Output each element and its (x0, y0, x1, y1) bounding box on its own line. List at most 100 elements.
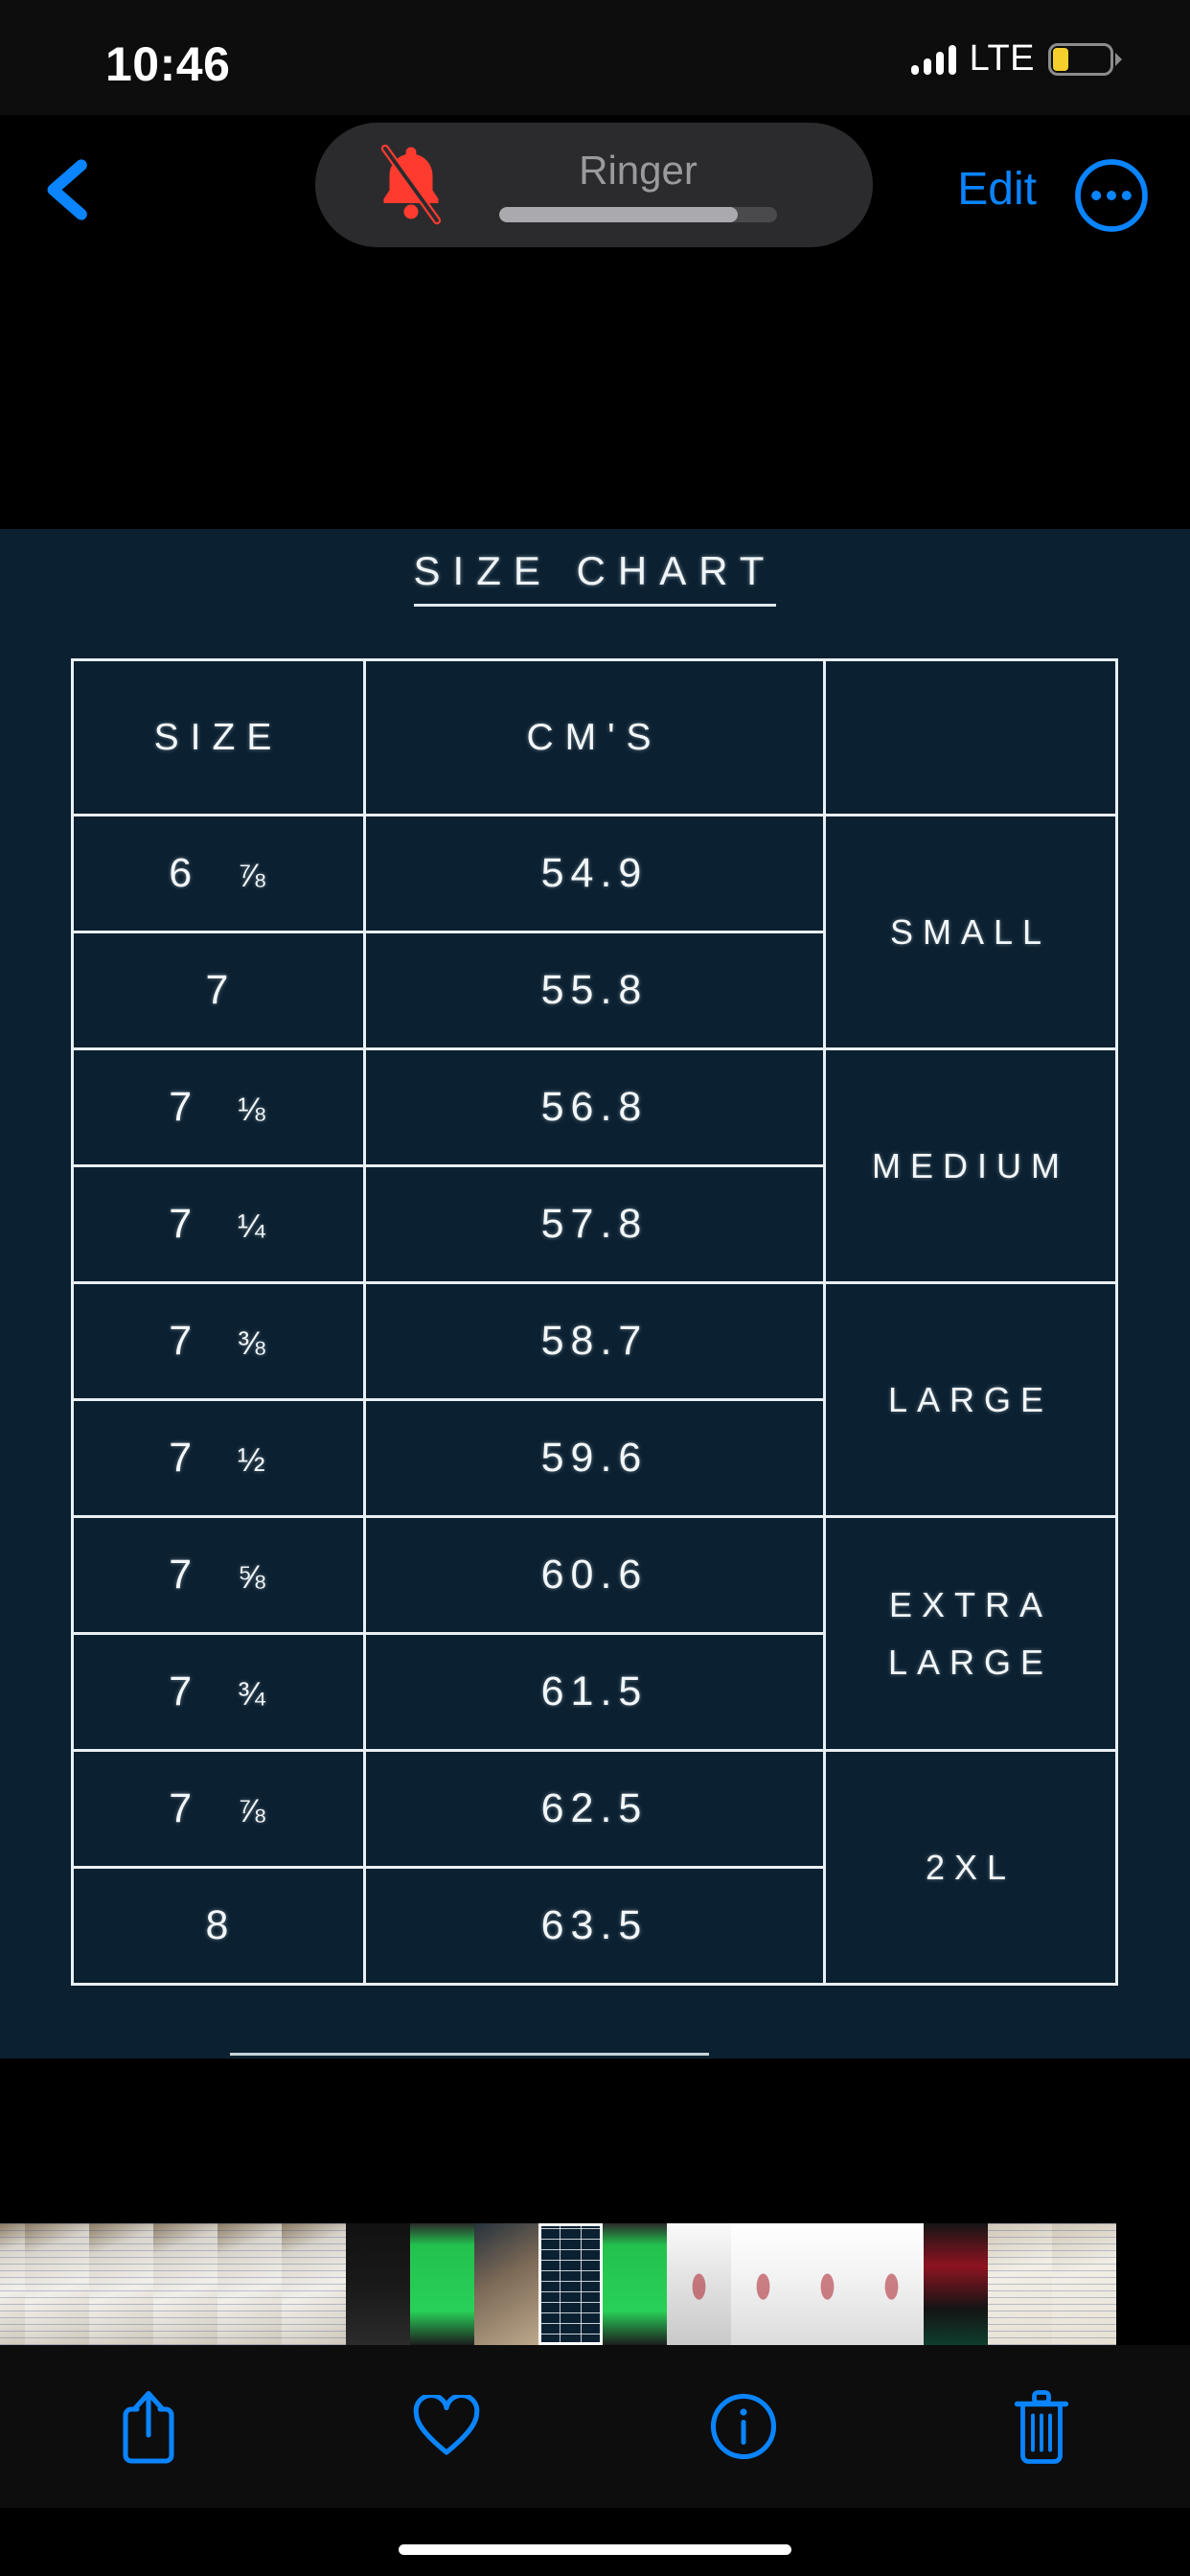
navigation-bar: Edit (0, 123, 1190, 257)
ringer-volume-hud: Ringer (315, 123, 873, 247)
telegram-chat-thumbnail[interactable] (924, 2223, 988, 2345)
chevron-left-icon (47, 159, 87, 220)
cell-size: 7 ¼ (71, 1164, 366, 1284)
red-notes-thumbnail[interactable] (988, 2223, 1052, 2345)
size-chart-body: SIZE CM'S 6 ⅞ 54.9 SMALL 7 (71, 658, 1118, 1986)
size-whole: 7 (169, 1435, 195, 1481)
cell-size: 7 ⅝ (71, 1515, 366, 1635)
info-circle-icon (711, 2393, 777, 2460)
cell-group: MEDIUM (823, 1047, 1118, 1284)
table-row: 8 63.5 (71, 1866, 1117, 1986)
edit-button[interactable]: Edit (957, 164, 1037, 215)
chart-title: SIZE CHART (0, 548, 1190, 607)
status-bar: 10:46 LTE (0, 0, 1190, 115)
cell-size: 6 ⅞ (71, 814, 366, 933)
carrier-tech-label: LTE (969, 38, 1035, 79)
header-group (823, 658, 1118, 816)
heart-icon (413, 2395, 480, 2455)
red-notes-2-thumbnail[interactable] (1052, 2223, 1116, 2345)
info-button[interactable] (595, 2392, 893, 2461)
notebook-desk-thumbnail[interactable] (25, 2223, 89, 2345)
cell-group: 2XL (823, 1749, 1118, 1986)
table-row: 7 ¼ 57.8 (71, 1164, 1117, 1284)
size-chart-thumbnail[interactable] (538, 2223, 603, 2345)
cell-cm: 56.8 (363, 1047, 826, 1167)
cell-size: 7 ⅞ (71, 1749, 366, 1869)
trash-icon (1014, 2389, 1068, 2464)
cell-size: 7 ¾ (71, 1632, 366, 1752)
cell-cm: 54.9 (363, 814, 826, 933)
sneaker-post-2-thumbnail[interactable] (795, 2223, 859, 2345)
status-bar-indicators: LTE (910, 38, 1122, 80)
favorite-button[interactable] (298, 2395, 596, 2458)
bottom-toolbar (0, 2345, 1190, 2508)
ringer-volume-body: Ringer (457, 148, 819, 222)
cell-group: SMALL (823, 814, 1118, 1050)
share-button[interactable] (0, 2386, 298, 2467)
table-row: 6 ⅞ 54.9 SMALL (71, 814, 1118, 1050)
size-fraction: ⅛ (238, 1092, 268, 1128)
cell-size: 7 (71, 931, 366, 1050)
table-row: 7 55.8 (71, 931, 1117, 1050)
size-whole: 7 (169, 1785, 195, 1831)
table-row: 7 ⅝ 60.6 EXTRA LARGE (71, 1515, 1118, 1752)
notebook-page-thumbnail[interactable] (0, 2223, 25, 2345)
size-chart-table: SIZE CM'S 6 ⅞ 54.9 SMALL 7 (71, 658, 1118, 1986)
size-whole: 8 (205, 1902, 232, 1948)
share-icon (123, 2390, 174, 2464)
cell-cm: 61.5 (363, 1632, 826, 1752)
cell-cm: 57.8 (363, 1164, 826, 1284)
size-fraction: ⅜ (238, 1325, 268, 1362)
handwriting-2-thumbnail[interactable] (153, 2223, 217, 2345)
size-whole: 7 (169, 1201, 195, 1247)
ringer-volume-fill (499, 207, 739, 222)
more-options-button[interactable] (1073, 157, 1150, 234)
cell-group: LARGE (823, 1281, 1118, 1518)
size-whole: 7 (169, 1552, 195, 1598)
green-chat-thumbnail[interactable] (603, 2223, 667, 2345)
cell-cm: 60.6 (363, 1515, 826, 1635)
table-row: 7 ¾ 61.5 (71, 1632, 1117, 1752)
back-button[interactable] (27, 148, 111, 232)
delete-button[interactable] (893, 2388, 1190, 2466)
battery-low-icon (1048, 42, 1122, 76)
chart-title-text: SIZE CHART (413, 548, 777, 607)
jordan-post-thumbnail[interactable] (859, 2223, 924, 2345)
size-whole: 6 (169, 850, 195, 896)
sneaker-post-thumbnail[interactable] (731, 2223, 795, 2345)
handwriting-thumbnail[interactable] (89, 2223, 153, 2345)
cell-cm: 59.6 (363, 1398, 826, 1518)
cell-size: 7 ⅛ (71, 1047, 366, 1167)
photo-filmstrip[interactable] (0, 2223, 1190, 2345)
ringer-volume-slider[interactable] (499, 207, 777, 222)
size-fraction: ⅞ (238, 1793, 268, 1829)
cell-cm: 55.8 (363, 931, 826, 1050)
hands-phone-thumbnail[interactable] (474, 2223, 538, 2345)
cell-group: EXTRA LARGE (823, 1515, 1118, 1752)
size-whole: 7 (169, 1318, 195, 1364)
cell-size: 8 (71, 1866, 366, 1986)
cellular-signal-icon (910, 44, 956, 75)
whatsapp-chat-thumbnail[interactable] (410, 2223, 474, 2345)
table-row: 7 ⅞ 62.5 2XL (71, 1749, 1118, 1986)
cell-cm: 62.5 (363, 1749, 826, 1869)
ellipsis-circle-icon (1075, 159, 1148, 232)
group-line-1: EXTRA LARGE (887, 1585, 1054, 1682)
photo-size-chart[interactable]: SIZE CHART SIZE CM'S 6 ⅞ 54.9 (0, 529, 1190, 2058)
ig-profile-thumbnail[interactable] (667, 2223, 731, 2345)
table-row: 7 ⅜ 58.7 LARGE (71, 1281, 1118, 1518)
desk-photo-thumbnail[interactable] (282, 2223, 346, 2345)
cropped-table-edge (230, 2053, 709, 2056)
size-fraction: ⅞ (238, 858, 268, 894)
size-whole: 7 (205, 967, 232, 1013)
cell-cm: 58.7 (363, 1281, 826, 1401)
notebook-table-thumbnail[interactable] (217, 2223, 282, 2345)
bell-slash-icon (365, 137, 457, 234)
ringer-label: Ringer (579, 148, 698, 193)
size-whole: 7 (169, 1084, 195, 1130)
table-header-row: SIZE CM'S (71, 658, 1118, 816)
size-fraction: ½ (238, 1442, 268, 1479)
size-fraction: ¼ (238, 1208, 268, 1245)
instagram-dm-thumbnail[interactable] (346, 2223, 410, 2345)
